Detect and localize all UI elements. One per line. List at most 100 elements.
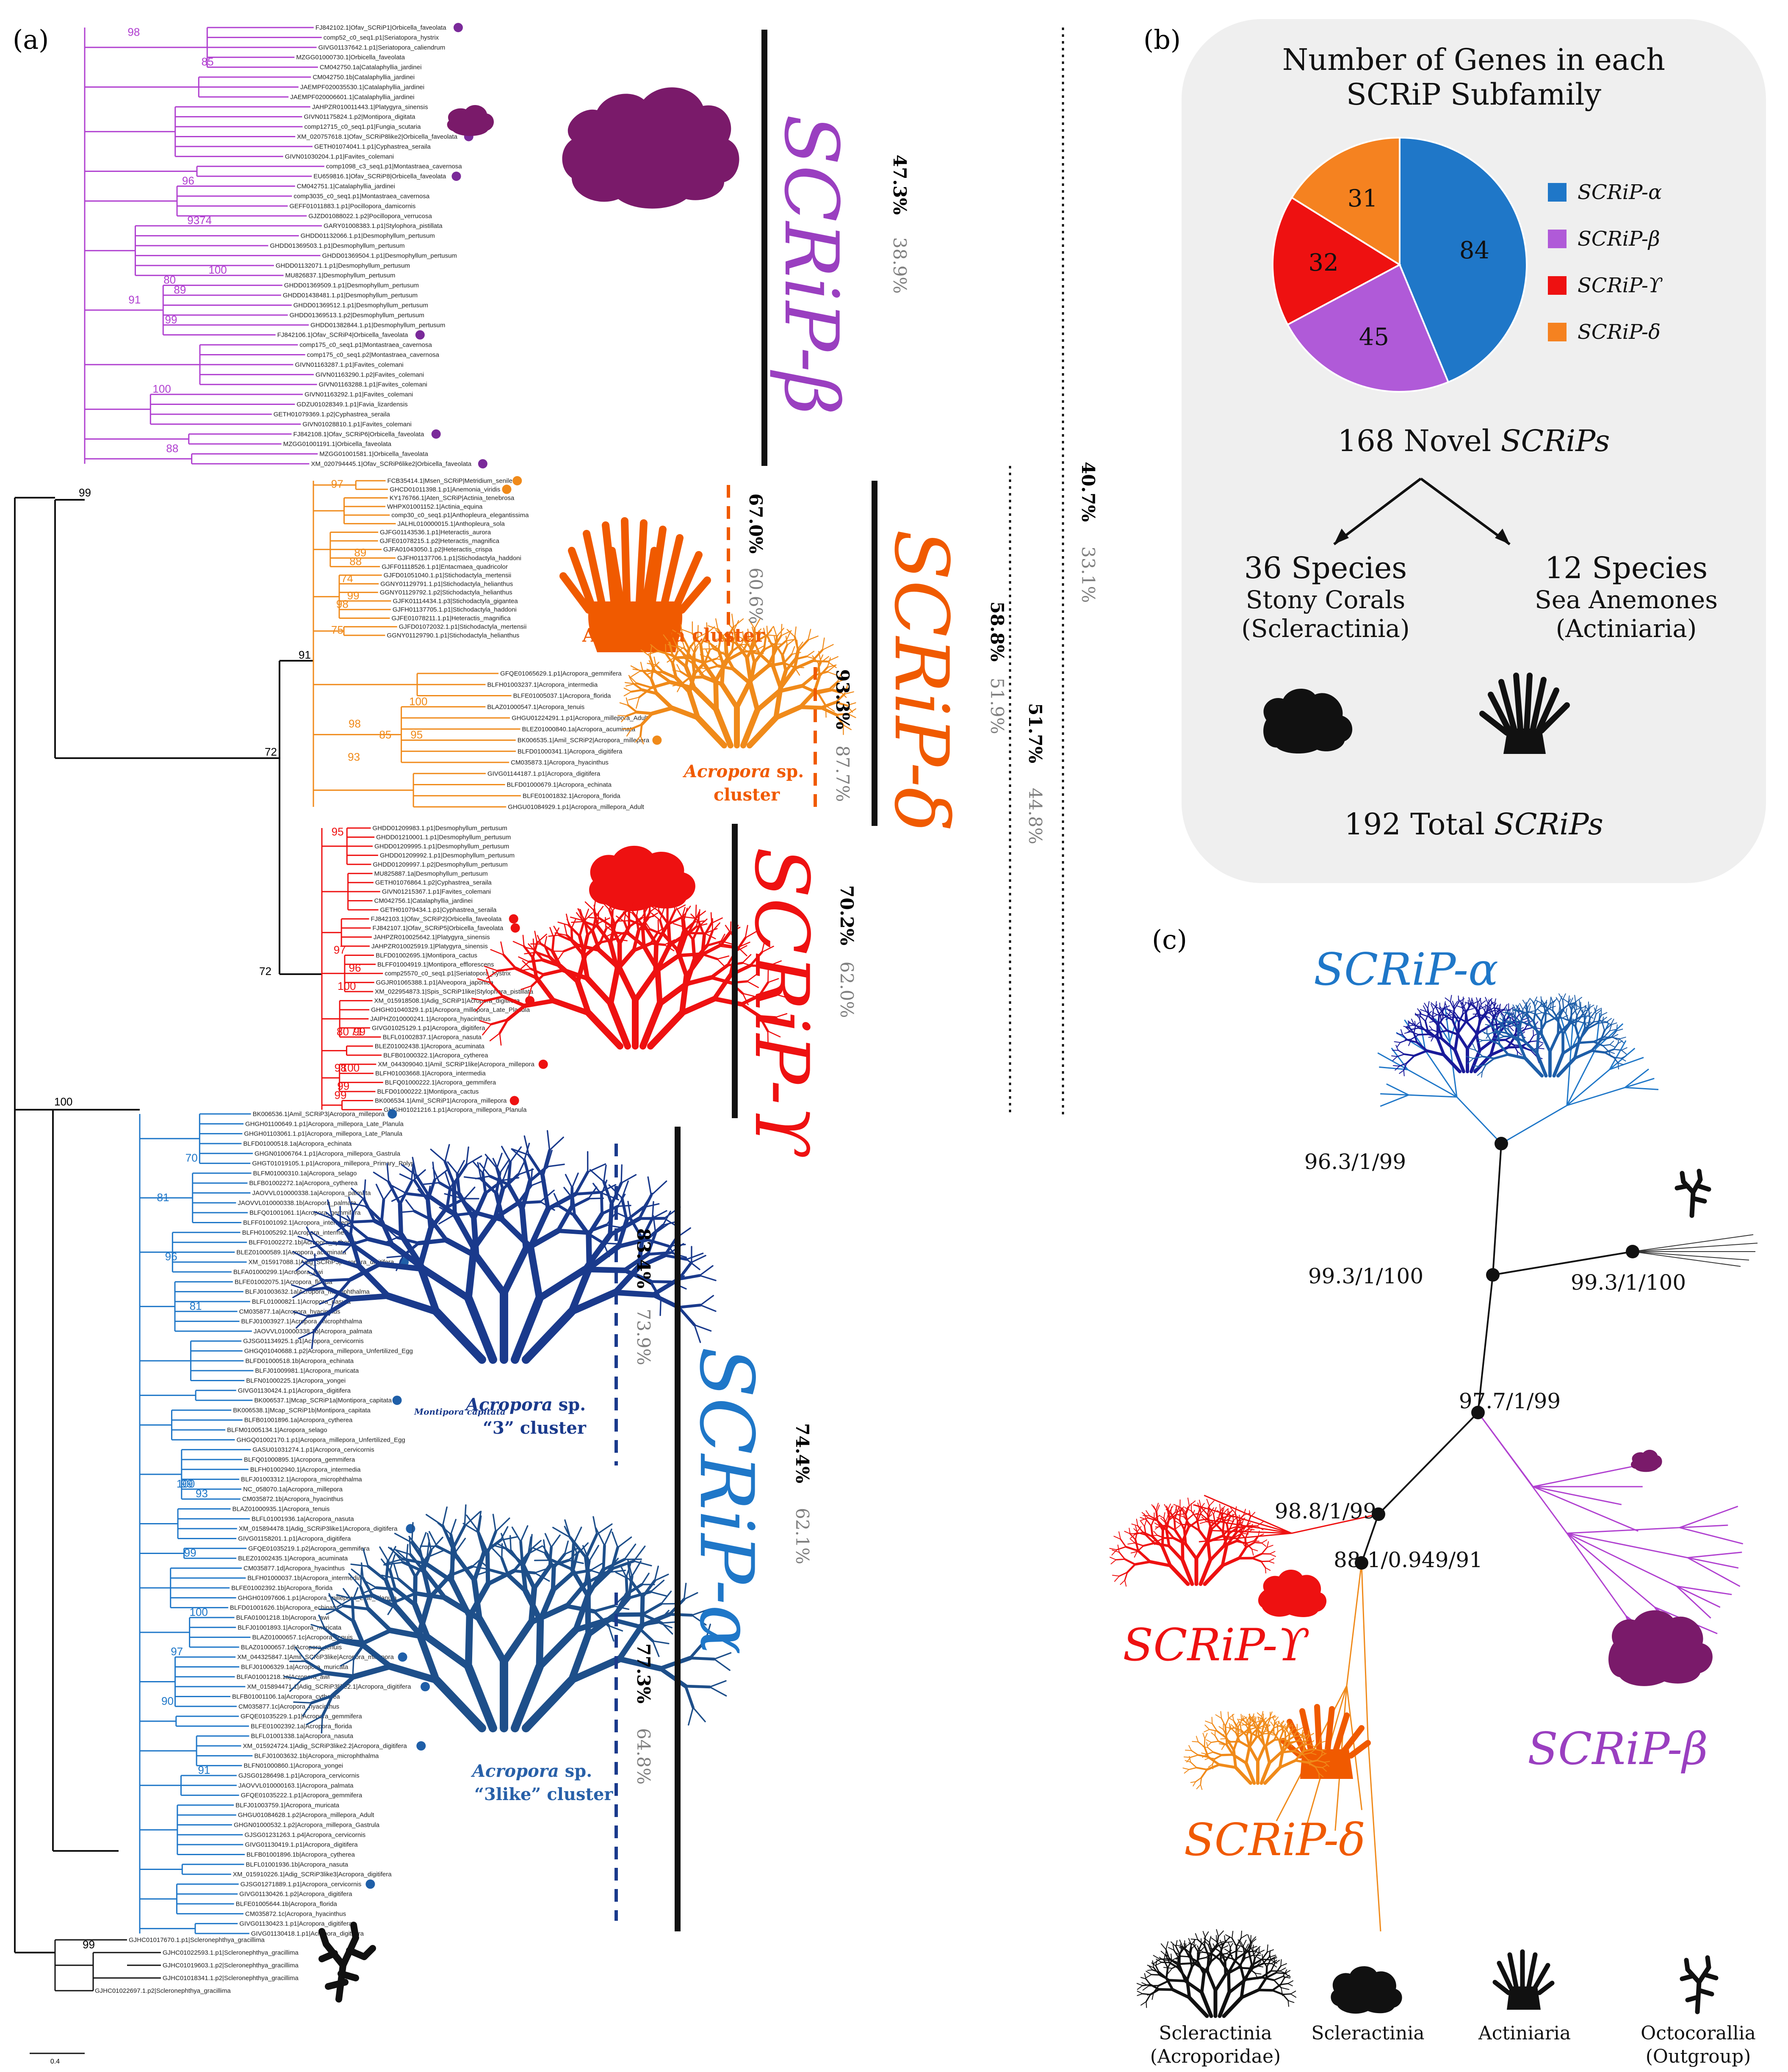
tip-label: BLFL01001936.1a|Acropora_nasuta — [252, 1515, 354, 1523]
tip-label: GIVG01130426.1.p2|Acropora_digitifera — [239, 1891, 352, 1898]
bootstrap-value: 99 — [181, 1477, 193, 1490]
bootstrap-value: 97 — [171, 1645, 183, 1658]
tip-label: BLFD01000222.1|Montipora_cactus — [377, 1088, 479, 1095]
total-prefix: 192 Total — [1344, 807, 1494, 842]
clade-delta: FCB35414.1|Msen_SCRiP|Metridium_senileGH… — [313, 476, 662, 811]
reference-dot — [415, 330, 425, 340]
tip-label: BLAZ01000657.1c|Acropora_tenuis — [252, 1634, 352, 1641]
bootstrap-value: 96 — [182, 175, 194, 187]
reference-dot — [502, 485, 512, 494]
tip-label: GHGU01224291.1.p1|Acropora_millepora_Adu… — [512, 715, 648, 722]
pie-slice — [1399, 136, 1528, 383]
reference-dot — [365, 1879, 375, 1889]
tip-label: GIVN01163290.1.p2|Favites_colemani — [316, 371, 424, 378]
svg-text:Acropora sp.: Acropora sp. — [464, 1395, 586, 1415]
label-c-beta: SCRiP-β — [1528, 1723, 1708, 1775]
label-scrip-gamma: SCRiP-ϒ — [738, 847, 824, 1158]
tip-label: BLFL01001338.1a|Acropora_nasuta — [251, 1733, 353, 1740]
pct-bdg-black: 40.7% — [1078, 462, 1099, 522]
pct-delta-gamma-black: 51.7% — [1025, 703, 1046, 763]
tip-label: BLFB01002272.1a|Acropora_cytherea — [249, 1180, 357, 1187]
tip-label: BLFB01001896.1b|Acropora_cytherea — [246, 1851, 355, 1858]
tip-label: GHGN01000532.1.p2|Acropora_millepora_Gas… — [234, 1822, 380, 1829]
reference-dot — [478, 459, 487, 468]
tip-label: GHDD01209995.1.p1|Desmophyllum_pertusum — [374, 843, 509, 850]
bootstrap-value: 99 — [184, 1546, 197, 1559]
anemone-species: 12 Species — [1544, 551, 1708, 585]
bar-acropora-3like-cluster: 77.3% 64.8% Acropora sp. “3like” cluster — [471, 1593, 654, 1921]
clade-beta: FJ842102.1|Ofav_SCRiP1|Orbicella_faveola… — [84, 23, 487, 468]
tip-label: GHGH01021216.1.p1|Acropora_millepora_Pla… — [384, 1106, 527, 1114]
reference-dot — [538, 1059, 548, 1069]
bootstrap-value: 88 — [349, 555, 362, 568]
tip-label: BLFJ01009981.1|Acropora_muricata — [255, 1367, 359, 1374]
acropora-icon-blue-c — [1465, 993, 1627, 1078]
tip-label: comp175_c0_seq1.p2|Montastraea_cavernosa — [307, 352, 440, 359]
coral-icon-purple-small-c — [1630, 1449, 1662, 1472]
tip-label: BLFB01000322.1|Acropora_cytherea — [383, 1052, 488, 1059]
label-c-gamma: SCRiP-ϒ — [1123, 1619, 1309, 1671]
tip-label: GIVG01158201.1.p1|Acropora_digitifera — [238, 1535, 351, 1542]
bootstrap-value: 90 — [161, 1695, 174, 1707]
tip-label: GFQE01035219.1.p2|Acropora_gemmifera — [248, 1545, 370, 1552]
novel-prefix: 168 Novel — [1337, 424, 1501, 458]
pie-chart: 84 45 32 31 — [1272, 136, 1528, 393]
bootstrap-value: 98 — [127, 25, 140, 38]
anemone-order: (Actiniaria) — [1556, 614, 1697, 643]
legend-label-4: Octocorallia — [1641, 2022, 1756, 2044]
bootstrap-value: 70 — [185, 1152, 198, 1164]
tip-label: GHDD01132071.1.p1|Desmophyllum_pertusum — [276, 262, 410, 269]
label-c3like-italic: Acropora — [471, 1761, 559, 1781]
tip-label: BK006537.1|Mcap_SCRiP1a|Montipora_capita… — [254, 1397, 392, 1404]
bootstrap-value: 99 — [353, 1025, 365, 1038]
bar-actiniaria-cluster: 67.0% 60.6% Actiniaria cluster — [582, 485, 766, 648]
tip-label: GHDD01132066.1.p1|Desmophyllum_pertusum — [301, 233, 435, 240]
coral-icon-red-c — [1258, 1570, 1327, 1617]
panel-b-label: (b) — [1143, 24, 1181, 55]
tip-label: comp52_c0_seq1.p1|Seriatopora_hystrix — [324, 34, 439, 41]
pct-gamma-grey: 62.0% — [836, 961, 857, 1018]
tip-label: FJ842103.1|Ofav_SCRiP2|Orbicella_faveola… — [371, 916, 502, 923]
tip-label: CM035873.1|Acropora_hyacinthus — [511, 759, 609, 766]
bar-gamma: SCRiP-ϒ 70.2% 62.0% — [732, 824, 857, 1158]
legend-label: SCRiP-β — [1578, 227, 1660, 251]
tip-label: GJFF01118526.1.p1|Entacmaea_quadricolor — [382, 563, 508, 571]
tip-label: GJFE01078211.1.p1|Heteractis_magnifica — [392, 615, 511, 622]
reference-dot — [392, 1396, 402, 1405]
tree-node — [1372, 1507, 1385, 1521]
tip-label: GFQE01035229.1.p1|Acropora_gemmifera — [241, 1713, 362, 1720]
tip-label: GGNY01129790.1.p1|Stichodactyla_helianth… — [387, 632, 519, 639]
tip-label: GJFE01078215.1.p2|Heteractis_magnifica — [380, 537, 500, 545]
bootstrap-value: 99 — [334, 1089, 346, 1102]
node-label-6: 88.1/0.949/91 — [1334, 1548, 1483, 1572]
tip-label: GARY01008383.1.p1|Stylophora_pistillata — [324, 222, 443, 230]
tip-label: GGNY01129792.1.p2|Stichodactyla_helianth… — [380, 589, 512, 596]
bootstrap-value: 91 — [198, 1764, 210, 1776]
pct-alpha-black: 74.4% — [792, 1423, 813, 1483]
tree-node — [1355, 1556, 1368, 1570]
tip-label: GJFG01143536.1.p1|Heteractis_aurora — [380, 529, 491, 536]
pie-title-line1: Number of Genes in each — [1282, 42, 1666, 77]
tip-label: GIVG01130423.1.p1|Acropora_digitifera — [239, 1920, 352, 1928]
acropora-icon-orange-c — [1182, 1711, 1330, 1790]
panel-c-tree — [1193, 1006, 1758, 1932]
tip-label: JAOVVL010000338.1b|Acropora_palmata — [238, 1199, 357, 1207]
tip-label: BLAZ01000657.1d|Acropora_tenuis — [241, 1644, 342, 1651]
tip-label: GJSG01271889.1.p1|Acropora_cervicornis — [241, 1881, 362, 1888]
tip-label: BLFM01005134.1|Acropora_selago — [227, 1427, 327, 1434]
tip-label: BLFA01001218.1b|Acropora_awi — [236, 1614, 329, 1621]
label-c3like-sp: sp. — [559, 1761, 592, 1781]
bootstrap-value: 99 — [165, 313, 177, 326]
label-scrip-alpha: SCRiP-α — [683, 1347, 769, 1655]
tip-label: MZGG01001581.1|Orbicella_faveolata — [319, 451, 428, 458]
novel-italic: SCRiPs — [1500, 424, 1610, 458]
tip-label: BLFL01001936.1b|Acropora_nasuta — [246, 1861, 348, 1868]
bootstrap-value: 97 — [331, 477, 343, 490]
tip-label: BLFE01005037.1|Acropora_florida — [513, 693, 611, 700]
tip-label: BLEZ01002435.1|Acropora_acuminata — [238, 1555, 348, 1562]
tip-label: GJFA01043050.1.p2|Heteractis_crispa — [383, 546, 493, 553]
bootstrap-value: 74 — [341, 572, 353, 584]
stony-order: (Scleractinia) — [1241, 614, 1410, 643]
tip-label: JALHL010000015.1|Anthopleura_sola — [398, 520, 505, 527]
